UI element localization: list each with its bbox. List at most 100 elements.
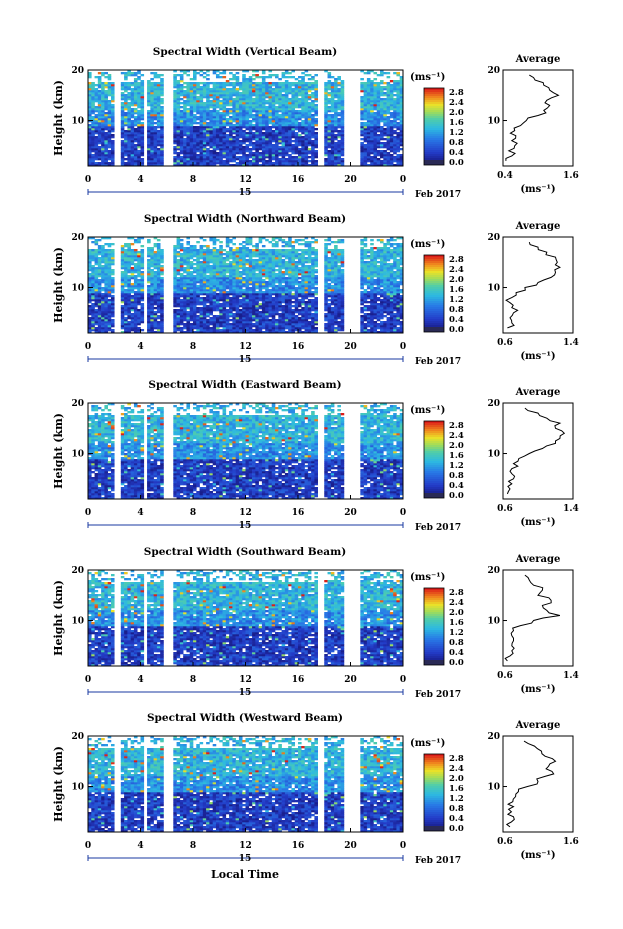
heatmap-cell (222, 138, 227, 141)
heatmap-cell (189, 146, 194, 149)
heatmap-cell (324, 160, 328, 163)
heatmap-cell (212, 257, 217, 260)
heatmap-cell (242, 164, 246, 167)
heatmap-cell (189, 78, 194, 81)
heatmap-cell (238, 162, 243, 165)
heatmap-cell (268, 146, 273, 149)
heatmap-cell (219, 100, 223, 103)
heatmap-cell (215, 110, 220, 113)
heatmap-cell (110, 114, 115, 117)
heatmap-cell (107, 142, 112, 145)
heatmap-cell (147, 241, 151, 244)
heatmap-cell (242, 148, 246, 151)
heatmap-cell (337, 78, 341, 81)
heatmap-cell (393, 160, 397, 163)
heatmap-cell (97, 80, 102, 83)
heatmap-cell (196, 293, 200, 296)
heatmap-cell (363, 154, 368, 157)
heatmap-cell (91, 257, 95, 260)
heatmap-cell (137, 301, 141, 304)
heatmap-cell (183, 108, 187, 111)
heatmap-cell (179, 315, 184, 318)
heatmap-cell (91, 315, 95, 318)
heatmap-cell (156, 122, 161, 125)
heatmap-cell (252, 78, 256, 81)
heatmap-cell (107, 303, 112, 306)
heatmap-cell (202, 132, 207, 135)
heatmap-cell (183, 263, 187, 266)
heatmap-cell (183, 124, 187, 127)
heatmap-cell (396, 104, 401, 107)
heatmap-cell (176, 291, 181, 294)
heatmap-cell (107, 138, 112, 141)
heatmap-cell (199, 142, 204, 145)
heatmap-cell (389, 140, 394, 143)
heatmap-cell (101, 88, 105, 91)
heatmap-cell (147, 152, 151, 155)
heatmap-cell (193, 82, 197, 85)
heatmap-cell (229, 120, 233, 123)
heatmap-cell (202, 146, 207, 149)
heatmap-cell (147, 279, 151, 282)
heatmap-cell (176, 154, 181, 157)
heatmap-cell (219, 289, 223, 292)
heatmap-cell (376, 92, 381, 95)
heatmap-cell (133, 156, 138, 159)
heatmap-cell (186, 331, 191, 334)
heatmap-cell (97, 132, 102, 135)
heatmap-cell (215, 88, 220, 91)
heatmap-cell (160, 158, 164, 161)
heatmap-cell (156, 84, 161, 87)
heatmap-cell (324, 106, 328, 109)
heatmap-cell (110, 299, 115, 302)
heatmap-cell (193, 148, 197, 151)
heatmap-cell (225, 80, 230, 83)
heatmap-cell (232, 146, 236, 149)
heatmap-cell (396, 100, 401, 103)
heatmap-cell (199, 92, 204, 95)
heatmap-cell (337, 160, 341, 163)
heatmap-cell (183, 104, 187, 107)
heatmap-cell (147, 249, 151, 252)
heatmap-cell (140, 309, 145, 312)
heatmap-cell (301, 82, 305, 85)
heatmap-cell (288, 148, 292, 151)
heatmap-cell (183, 158, 187, 161)
heatmap-cell (386, 156, 391, 159)
heatmap-cell (110, 84, 115, 87)
heatmap-cell (199, 152, 204, 155)
heatmap-cell (281, 148, 286, 151)
heatmap-cell (147, 315, 151, 318)
heatmap-cell (127, 275, 131, 278)
heatmap-cell (284, 90, 289, 93)
heatmap-cell (376, 124, 381, 127)
heatmap-cell (137, 134, 141, 137)
heatmap-cell (206, 94, 210, 97)
heatmap-cell (393, 110, 397, 113)
heatmap-cell (88, 144, 92, 147)
heatmap-cell (183, 327, 187, 330)
heatmap-cell (150, 303, 154, 306)
heatmap-cell (376, 82, 381, 85)
heatmap-cell (202, 299, 207, 302)
heatmap-cell (124, 299, 128, 302)
heatmap-cell (360, 96, 364, 99)
heatmap-cell (140, 289, 145, 292)
heatmap-cell (97, 291, 102, 294)
heatmap-cell (120, 88, 125, 91)
heatmap-cell (196, 327, 200, 330)
heatmap-cell (380, 114, 384, 117)
heatmap-cell (120, 325, 125, 328)
heatmap-cell (288, 122, 292, 125)
heatmap-cell (238, 142, 243, 145)
heatmap-cell (176, 315, 181, 318)
heatmap-cell (284, 104, 289, 107)
heatmap-cell (373, 112, 378, 115)
heatmap-cell (179, 255, 184, 258)
heatmap-cell (110, 307, 115, 310)
heatmap-cell (206, 319, 210, 322)
heatmap-cell (383, 108, 387, 111)
heatmap-cell (156, 273, 161, 276)
heatmap-cell (176, 152, 181, 155)
heatmap-cell (376, 142, 381, 145)
